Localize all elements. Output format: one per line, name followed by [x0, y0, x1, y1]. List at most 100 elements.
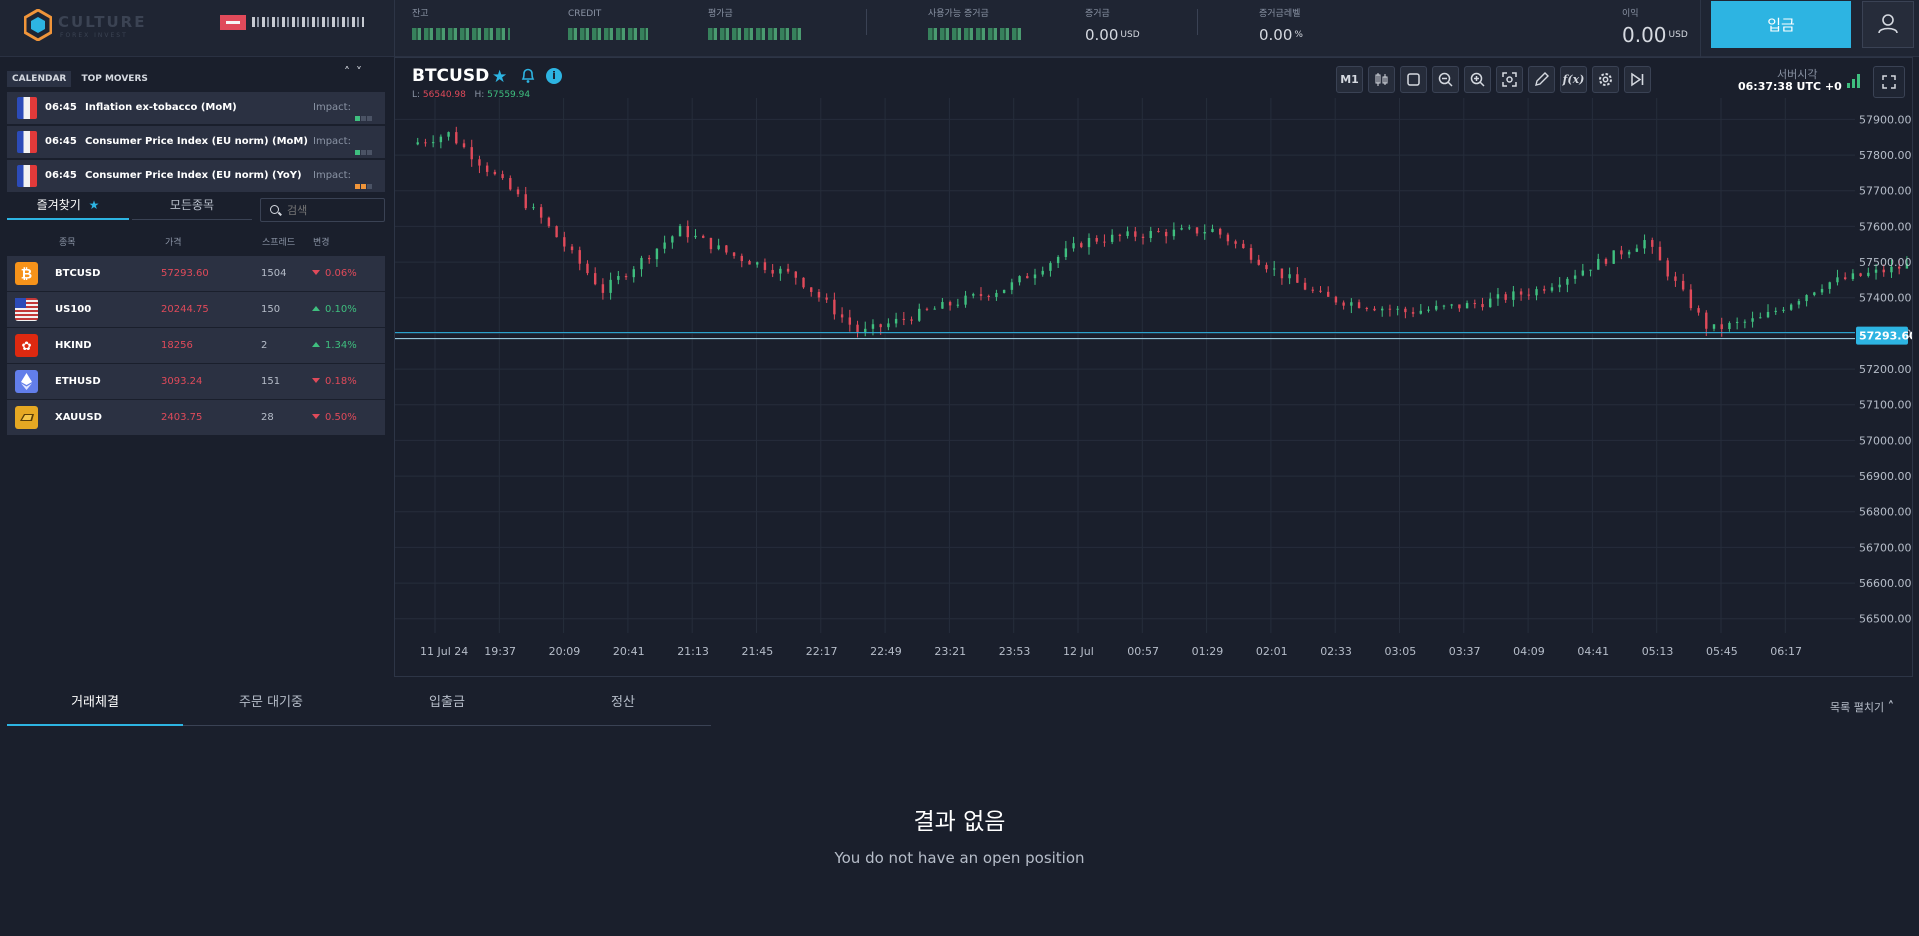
candle-up [655, 248, 659, 260]
watchlist-row[interactable]: XAUUSD 2403.75 28 0.50% [7, 400, 385, 435]
candle-up [1010, 282, 1014, 290]
fit-button[interactable] [1496, 66, 1523, 93]
candle-down [1026, 276, 1029, 279]
candle-down [1620, 250, 1623, 255]
bell-icon[interactable] [520, 67, 536, 84]
symbol-price: 2403.75 [161, 412, 203, 423]
symbol-spread: 2 [261, 340, 268, 351]
hk-flag-icon: ✿ [15, 334, 38, 357]
y-tick-label: 56500.00 [1859, 613, 1912, 626]
candle-up [1126, 231, 1129, 236]
watchlist-row[interactable]: ETHUSD 3093.24 151 0.18% [7, 364, 385, 399]
y-tick-label: 57700.00 [1859, 185, 1912, 198]
candle-down [1604, 258, 1608, 264]
deposit-button[interactable]: 입금 [1711, 1, 1851, 48]
candle-up [1766, 311, 1770, 318]
skip-end-icon [1631, 72, 1644, 87]
candle-down [1504, 294, 1507, 300]
candle-down [462, 143, 466, 148]
draw-button[interactable] [1528, 66, 1555, 93]
indicators-button[interactable]: f(x) [1560, 66, 1587, 93]
metric-balance: 잔고 [412, 8, 510, 40]
metric-label: 증거금 [1085, 9, 1110, 19]
tab-favorites[interactable]: 즐겨찾기 ★ [7, 194, 129, 220]
go-to-latest-button[interactable] [1624, 66, 1651, 93]
candle-up [964, 295, 967, 305]
candle-down [485, 165, 489, 172]
watchlist-row[interactable]: ✿ HKIND 18256 2 1.34% [7, 328, 385, 363]
chart-type-button[interactable] [1400, 66, 1427, 93]
candle-up [1381, 308, 1384, 311]
candle-up [1805, 295, 1808, 302]
profile-button[interactable] [1862, 1, 1914, 48]
chevron-up-icon[interactable]: ˄ [344, 65, 356, 79]
fullscreen-button[interactable] [1873, 66, 1905, 98]
chevron-down-icon[interactable]: ˅ [356, 65, 368, 79]
tab-settlement[interactable]: 정산 [611, 695, 635, 710]
tab-calendar[interactable]: CALENDAR [7, 71, 72, 87]
account-id-masked[interactable] [252, 17, 364, 27]
candle-type-button[interactable] [1368, 66, 1395, 93]
candle-down [725, 245, 728, 253]
candle-down [1651, 240, 1654, 247]
candle-up [779, 268, 782, 274]
watchlist-header: 종목 가격 스프레드 변경 [7, 235, 385, 249]
chart-grid [395, 98, 1855, 633]
event-title: Inflation ex-tobacco (MoM) [85, 102, 237, 113]
tab-favorites-label: 즐겨찾기 [36, 198, 81, 212]
gold-icon [15, 406, 38, 429]
candle-up [1427, 309, 1430, 311]
candle-down [578, 250, 581, 264]
masked-value [412, 28, 510, 40]
candle-down [1481, 304, 1484, 308]
calendar-event[interactable]: 06:45 Inflation ex-tobacco (MoM) Impact: [7, 92, 385, 124]
zoom-out-button[interactable] [1432, 66, 1459, 93]
calendar-event[interactable]: 06:45 Consumer Price Index (EU norm) (Mo… [7, 126, 385, 158]
watchlist-row[interactable]: US100 20244.75 150 0.10% [7, 292, 385, 327]
tab-open-trades[interactable]: 거래체결 [7, 690, 183, 726]
calendar-event[interactable]: 06:45 Consumer Price Index (EU norm) (Yo… [7, 160, 385, 192]
candle-up [1774, 310, 1777, 312]
price-chart[interactable]: 57900.00 57800.00 57700.00 57600.00 57500.00… [395, 98, 1912, 677]
tab-pending-orders[interactable]: 주문 대기중 [239, 695, 303, 710]
search-box[interactable] [260, 198, 385, 222]
candle-up [1149, 231, 1152, 239]
candles-icon [1375, 73, 1388, 86]
header-separator [866, 9, 867, 35]
timeframe-button[interactable]: M1 [1336, 66, 1363, 93]
candle-down [1365, 307, 1368, 309]
candle-down [1319, 290, 1322, 292]
brand-logo[interactable]: CULTURE FOREX INVEST [24, 9, 144, 45]
candle-up [1797, 301, 1801, 305]
current-price-label: 57293.60 [1859, 330, 1912, 343]
candle-down [810, 287, 813, 292]
tab-top-movers[interactable]: TOP MOVERS [81, 74, 148, 84]
candle-down [1280, 268, 1284, 279]
candle-down [1859, 273, 1862, 276]
candle-up [1211, 228, 1214, 232]
settings-button[interactable] [1592, 66, 1619, 93]
zoom-in-button[interactable] [1464, 66, 1491, 93]
candle-down [1357, 302, 1361, 308]
info-icon[interactable]: i [546, 68, 562, 84]
search-input[interactable] [287, 203, 382, 218]
x-tick-label: 05:45 [1706, 645, 1738, 658]
candle-down [516, 189, 520, 195]
watchlist-row[interactable]: ₿ BTCUSD 57293.60 1504 0.06% [7, 256, 385, 291]
candle-down [1473, 303, 1477, 305]
x-tick-label: 23:53 [999, 645, 1031, 658]
y-tick-label: 56700.00 [1859, 541, 1912, 554]
candle-up [1002, 289, 1006, 293]
expand-list-button[interactable]: 목록 펼치기 ˄ [1830, 699, 1894, 715]
candle-up [1203, 231, 1206, 234]
tab-all-symbols[interactable]: 모든종목 [132, 194, 252, 220]
candle-up [416, 142, 419, 145]
candle-down [1265, 264, 1268, 270]
bitcoin-icon: ₿ [15, 262, 38, 285]
event-impact-label: Impact: [313, 102, 351, 113]
candle-down [563, 237, 566, 247]
tab-deposits-withdrawals[interactable]: 입출금 [429, 695, 465, 710]
france-flag-icon [17, 131, 37, 153]
star-icon[interactable]: ★ [492, 67, 508, 87]
candle-up [933, 308, 936, 310]
